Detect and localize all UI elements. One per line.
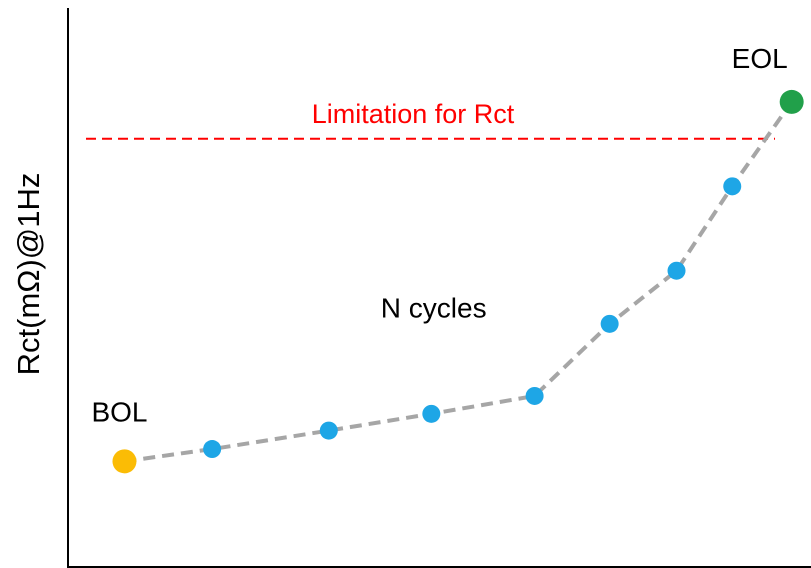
eol-label: EOL <box>732 43 788 74</box>
data-point <box>525 386 544 405</box>
data-point <box>600 314 619 333</box>
limitation-label: Limitation for Rct <box>312 99 515 129</box>
series-layer <box>112 89 804 474</box>
bol-point <box>112 449 137 474</box>
y-axis-label: Rct(mΩ)@1Hz <box>11 173 46 376</box>
data-point <box>667 261 686 280</box>
data-point <box>319 421 338 440</box>
series-line <box>124 100 794 464</box>
data-point <box>203 440 222 459</box>
data-point <box>422 404 441 423</box>
n-cycles-label: N cycles <box>381 292 487 323</box>
eol-point <box>779 89 804 114</box>
data-point <box>723 177 742 196</box>
bol-label: BOL <box>91 396 147 427</box>
